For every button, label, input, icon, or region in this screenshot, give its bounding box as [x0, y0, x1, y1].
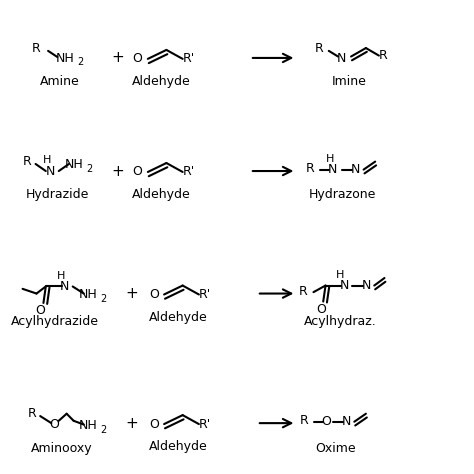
Text: Imine: Imine — [332, 75, 367, 88]
Text: +: + — [111, 164, 124, 179]
Text: O: O — [321, 415, 331, 428]
Text: Oxime: Oxime — [315, 442, 356, 455]
Text: O: O — [35, 303, 45, 317]
Text: NH: NH — [65, 158, 84, 172]
Text: R: R — [32, 42, 41, 55]
Text: R: R — [23, 155, 32, 168]
Text: R: R — [27, 407, 36, 420]
Text: N: N — [328, 163, 337, 176]
Text: O: O — [149, 418, 159, 430]
Text: N: N — [342, 415, 351, 428]
Text: Aldehyde: Aldehyde — [132, 75, 191, 88]
Text: +: + — [125, 416, 138, 431]
Text: N: N — [362, 279, 371, 292]
Text: R: R — [315, 42, 324, 55]
Text: 2: 2 — [100, 425, 107, 435]
Text: O: O — [133, 53, 143, 65]
Text: O: O — [133, 165, 143, 179]
Text: N: N — [351, 163, 360, 176]
Text: H: H — [326, 154, 334, 164]
Text: Hydrazone: Hydrazone — [309, 188, 376, 201]
Text: NH: NH — [79, 289, 98, 301]
Text: Aldehyde: Aldehyde — [149, 310, 207, 324]
Text: 2: 2 — [77, 57, 84, 67]
Text: R: R — [299, 285, 308, 298]
Text: Acylhydrazide: Acylhydrazide — [11, 315, 99, 328]
Text: +: + — [111, 50, 124, 65]
Text: Aldehyde: Aldehyde — [132, 188, 191, 201]
Text: N: N — [60, 280, 69, 293]
Text: R': R' — [199, 418, 211, 430]
Text: N: N — [339, 279, 349, 292]
Text: H: H — [43, 155, 51, 165]
Text: N: N — [46, 164, 55, 178]
Text: R: R — [300, 414, 309, 427]
Text: Amine: Amine — [40, 75, 80, 88]
Text: R': R' — [182, 165, 195, 179]
Text: NH: NH — [56, 53, 74, 65]
Text: O: O — [316, 302, 326, 316]
Text: H: H — [336, 270, 345, 280]
Text: R: R — [306, 162, 315, 175]
Text: 2: 2 — [100, 294, 107, 304]
Text: H: H — [56, 271, 65, 281]
Text: R: R — [379, 49, 388, 62]
Text: NH: NH — [79, 419, 98, 432]
Text: Hydrazide: Hydrazide — [26, 188, 89, 201]
Text: R': R' — [199, 288, 211, 301]
Text: O: O — [149, 288, 159, 301]
Text: N: N — [337, 53, 346, 65]
Text: O: O — [49, 418, 59, 431]
Text: +: + — [125, 286, 138, 301]
Text: Acylhydraz.: Acylhydraz. — [304, 315, 377, 328]
Text: Aminooxy: Aminooxy — [31, 442, 93, 455]
Text: 2: 2 — [87, 164, 93, 173]
Text: Aldehyde: Aldehyde — [149, 440, 207, 453]
Text: R': R' — [182, 53, 195, 65]
